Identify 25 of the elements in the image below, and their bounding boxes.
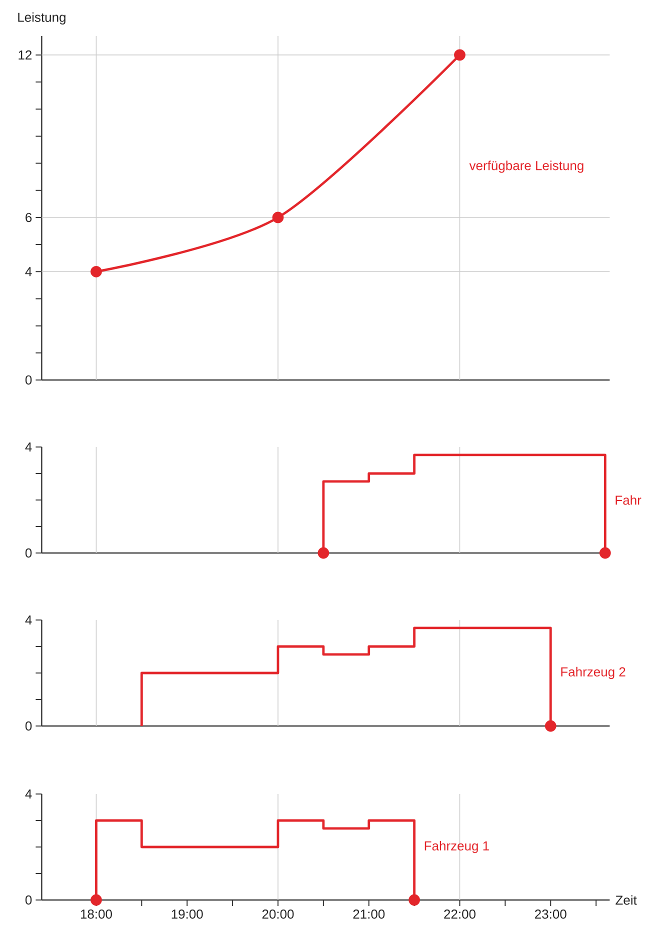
x-tick-label: 18:00 [80, 910, 112, 919]
y-tick-label: 4 [25, 442, 32, 452]
y-tick-label: 4 [25, 267, 32, 276]
x-axis-title: Zeit [616, 895, 637, 905]
y-axis-title: Leistung [18, 12, 66, 24]
series-label: Fahrzeug 1 [424, 840, 489, 854]
y-tick-label: 0 [25, 895, 32, 905]
x-tick-label: 19:00 [172, 910, 203, 919]
series-label: Fahrzeug 2 [561, 666, 626, 680]
y-tick-label: 4 [25, 790, 32, 798]
x-tick-label: 21:00 [353, 910, 385, 919]
point [90, 266, 102, 278]
point [272, 212, 284, 224]
text: verfügbare Leistung [469, 160, 584, 173]
y-tick-label: 0 [25, 375, 32, 385]
y-tick-label: 12 [18, 50, 32, 60]
y-tick-label: 4 [25, 616, 32, 624]
x-tick-label: 23:00 [535, 910, 566, 919]
y-tick-label: 6 [26, 212, 32, 222]
point [454, 49, 466, 61]
x-tick-label: 22:00 [444, 910, 476, 919]
y-tick-label: 0 [25, 548, 32, 558]
series-label: Fahr [616, 495, 642, 505]
x-tick-label: 20:00 [262, 910, 294, 919]
y-tick-label: 0 [25, 721, 32, 731]
